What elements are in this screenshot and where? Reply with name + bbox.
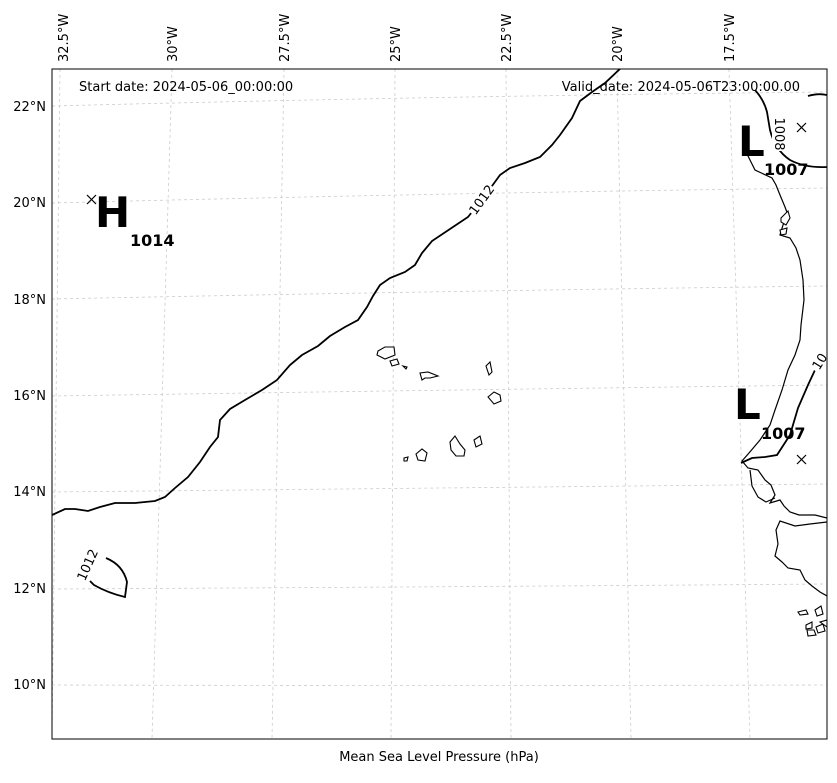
bissagos-island-6: [818, 619, 827, 628]
bissagos-island-4: [815, 623, 826, 634]
contour-label-northeast-text: 1008: [771, 117, 786, 150]
gridline-lat-22: [52, 91, 827, 107]
lat-tick-label: 16°N: [13, 389, 46, 404]
cape-verde-sao-nicolau: [419, 371, 440, 381]
low-pressure-letter-south: L: [734, 380, 761, 429]
high-center-marker: [86, 194, 97, 205]
bissagos-island-1: [797, 609, 809, 616]
lat-tick-label: 12°N: [13, 582, 46, 597]
lon-tick-label: 25°W: [389, 26, 404, 62]
contour-label-northeast: 1008: [771, 117, 788, 151]
lat-tick-label: 18°N: [13, 293, 46, 308]
low-center-marker-south: [796, 454, 807, 465]
gridline-lat-20: [52, 187, 827, 204]
coastal-islet-1: [780, 209, 791, 226]
cape-verde-sal: [485, 360, 493, 377]
senegal-coastline-detail: [749, 469, 776, 503]
map-frame-border: [51, 68, 828, 740]
gridline-lon-30: [151, 69, 173, 739]
gridline-lon-32-5: [52, 69, 61, 739]
gridline-lat-14: [52, 483, 827, 493]
isobar-east-partial: [740, 369, 816, 464]
lat-gridlines: [52, 91, 827, 686]
bissagos-island-5: [814, 605, 824, 617]
low-pressure-value-south: 1007: [761, 424, 806, 443]
gridline-lon-17-5: [728, 69, 751, 739]
lon-tick-label: 30°W: [166, 26, 181, 62]
gridline-lat-18: [52, 285, 827, 300]
gridline-lat-12: [52, 583, 827, 590]
guinea-coastline: [774, 520, 827, 597]
gridline-lat-10: [52, 684, 827, 686]
isobar-1008-northeast-top: [807, 93, 827, 97]
lat-tick-label: 14°N: [13, 485, 46, 500]
low-pressure-value-north: 1007: [764, 160, 809, 179]
bissagos-island-2: [805, 621, 813, 630]
low-pressure-letter-north: L: [738, 117, 765, 166]
gridline-lon-25: [390, 69, 396, 739]
cape-verde-sao-vicente: [389, 358, 400, 367]
lat-tick-label: 10°N: [13, 678, 46, 693]
lon-tick-label: 22.5°W: [500, 14, 515, 62]
gridline-lon-27-5: [271, 69, 285, 739]
lon-tick-label: 20°W: [611, 26, 626, 62]
lat-tick-label: 20°N: [13, 196, 46, 211]
lon-tick-label: 17.5°W: [723, 14, 738, 62]
map-frame-bg: [52, 69, 827, 739]
lat-tick-label: 22°N: [13, 100, 46, 115]
contour-label-east-text: 10: [810, 351, 831, 373]
high-pressure-value: 1014: [130, 231, 175, 250]
contour-label-east: 10: [807, 347, 831, 375]
low-center-marker-north: [796, 122, 807, 133]
gridline-lon-22-5: [505, 69, 512, 739]
gridline-lat-16: [52, 384, 827, 397]
coastal-islet-2: [779, 227, 788, 236]
isobar-1012-main: [52, 69, 622, 516]
start-date-label: Start date: 2024-05-06_00:00:00: [79, 80, 293, 95]
cape-verde-santiago: [449, 435, 466, 457]
cape-verde-fogo: [415, 448, 428, 462]
cape-verde-brava: [403, 456, 409, 462]
high-pressure-letter: H: [95, 188, 130, 237]
isobar-1012-small: [89, 557, 128, 599]
cape-verde-santo-antao: [376, 346, 396, 360]
west-africa-coastline: [741, 149, 827, 519]
lon-tick-label: 32.5°W: [57, 14, 72, 62]
valid-date-label: Valid_date: 2024-05-06T23:00:00.00: [562, 80, 800, 95]
gridline-lon-20: [616, 69, 632, 739]
map-caption: Mean Sea Level Pressure (hPa): [339, 750, 539, 765]
lon-gridlines: [52, 69, 751, 739]
cape-verde-santa-luzia: [401, 364, 408, 370]
lon-tick-label: 27.5°W: [278, 14, 293, 62]
cape-verde-boa-vista: [487, 391, 502, 405]
cape-verde-maio: [473, 435, 483, 448]
bissagos-island-3: [806, 629, 817, 637]
